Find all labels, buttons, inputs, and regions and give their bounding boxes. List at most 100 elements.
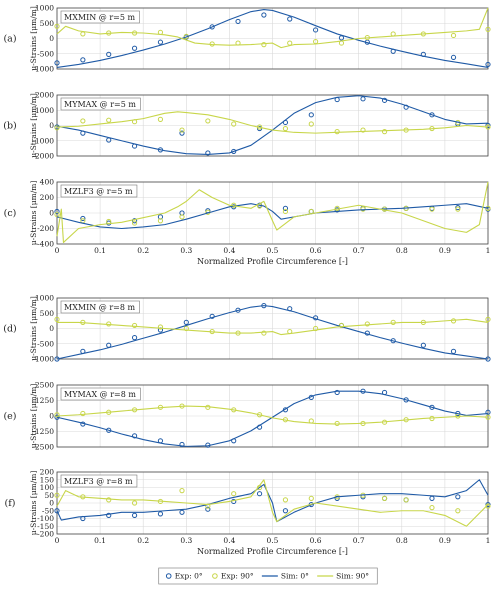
panel-title-text: MXMIN @ r=8 m (64, 303, 135, 312)
series-line-2 (56, 203, 489, 230)
y-tick-label: 2000 (35, 91, 54, 100)
y-tick-label: 1000 (35, 294, 54, 303)
data-point (282, 208, 289, 215)
legend-marker (212, 573, 218, 579)
data-point (54, 316, 60, 322)
y-tick-label: 1000 (35, 106, 54, 115)
data-point (455, 508, 461, 514)
x-tick-label: 0.2 (137, 536, 149, 545)
data-point (390, 31, 396, 37)
y-tick-label: 200 (40, 468, 55, 477)
data-point (381, 129, 388, 135)
x-tick-label: 0.8 (396, 536, 408, 545)
y-tick-label: 0 (49, 412, 54, 421)
legend-label: Sim: 0° (281, 572, 309, 581)
data-point (54, 412, 60, 418)
y-tick-label: -500 (37, 49, 54, 58)
data-point (282, 497, 289, 503)
x-tick-label: 0.2 (137, 246, 149, 255)
data-point (131, 512, 138, 519)
data-point (334, 389, 340, 396)
x-tick-label: 0.9 (439, 246, 451, 255)
legend: Exp: 0° Exp: 90° Sim: 0° Sim: 90° (158, 567, 378, 585)
data-point (455, 494, 461, 500)
data-point (179, 214, 185, 220)
data-point (157, 324, 164, 330)
series-line-3 (56, 111, 489, 134)
data-point (334, 420, 340, 427)
panel-title-box (60, 184, 138, 198)
legend-item-exp_90: Exp: 90° (212, 572, 254, 581)
data-point (183, 319, 189, 325)
y-tick-label: 1000 (35, 4, 54, 13)
data-point (420, 342, 426, 348)
data-point (364, 321, 370, 327)
data-point (334, 129, 340, 135)
y-tick-label: 2500 (35, 381, 54, 390)
data-point (450, 54, 457, 61)
axes-frame (56, 181, 489, 245)
data-point (131, 45, 138, 51)
data-point (131, 220, 138, 226)
data-point (54, 211, 60, 218)
x-tick-label: 0.5 (267, 246, 279, 255)
data-point (338, 35, 345, 41)
data-point (261, 12, 267, 18)
legend-label: Exp: 0° (175, 572, 203, 581)
data-point (450, 348, 457, 354)
x-tick-label: 1 (486, 246, 491, 255)
panel-title-text: MXMIN @ r=5 m (64, 13, 135, 22)
panel-label: (c) (4, 208, 17, 219)
data-point (54, 208, 60, 215)
data-point (54, 125, 60, 131)
data-point (485, 501, 491, 508)
data-point (360, 96, 366, 102)
data-point (179, 509, 185, 515)
data-point (205, 150, 211, 156)
data-point (455, 204, 461, 211)
data-point (485, 409, 491, 415)
data-point (54, 60, 60, 66)
y-tick-label: -2500 (32, 443, 54, 452)
data-point (308, 121, 314, 127)
y-axis-label: μ-Strains [μm/m] (29, 93, 38, 158)
data-point (80, 57, 86, 63)
x-axis-label: Normalized Profile Circumference [-] (197, 257, 348, 266)
data-point (179, 441, 185, 448)
series-line-3 (57, 318, 489, 336)
data-point (381, 495, 388, 501)
y-tick-label: 0 (49, 121, 54, 130)
data-point (131, 218, 138, 224)
data-point (106, 512, 112, 519)
data-point (131, 335, 138, 341)
y-tick-label: 0 (49, 499, 54, 508)
data-point (157, 116, 164, 123)
data-point (179, 127, 185, 133)
data-point (429, 404, 435, 410)
legend-label: Exp: 90° (221, 572, 254, 581)
series-line-3 (56, 7, 489, 49)
panel-title: MXMIN @ r=8 m (60, 300, 140, 314)
data-point (261, 330, 267, 336)
data-point (338, 322, 345, 329)
data-point (485, 316, 491, 322)
panel-title: MZLF3 @ r=5 m (60, 184, 138, 198)
data-point (54, 492, 60, 498)
data-point (106, 497, 112, 503)
data-point (282, 508, 289, 514)
y-tick-label: 400 (40, 178, 55, 187)
y-tick-label: 100 (40, 483, 55, 492)
data-point (80, 410, 86, 417)
data-point (287, 16, 293, 22)
x-tick-label: 1 (486, 536, 491, 545)
panel-title-box (60, 387, 141, 401)
panel-label: (a) (3, 34, 16, 45)
x-tick-label: 0.6 (310, 536, 322, 545)
x-tick-label: 0 (55, 246, 60, 255)
panel-c: -400 -200 0 200 400 0 0.1 0.2 0.3 0.4 0.5 0.6 0.7 0.8… (4, 178, 491, 266)
panel-title-box (60, 97, 141, 111)
y-tick-label: 500 (40, 19, 55, 28)
data-point (313, 325, 319, 332)
data-point (485, 26, 491, 32)
